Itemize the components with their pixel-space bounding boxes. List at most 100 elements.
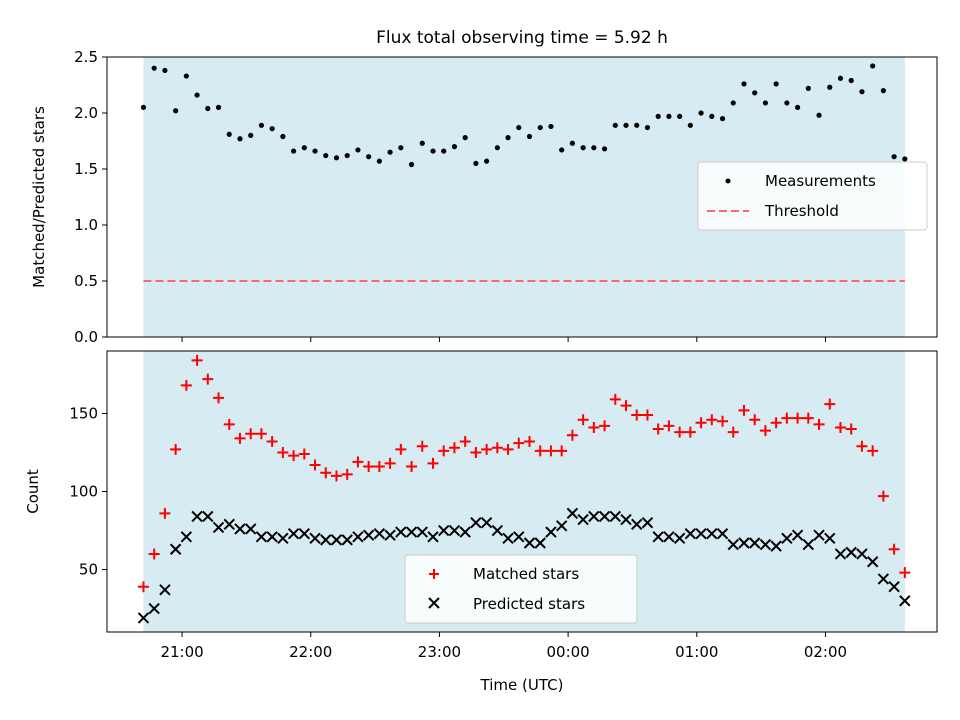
bottom-legend: Matched stars Predicted stars — [404, 554, 638, 624]
predicted-star-point — [899, 595, 911, 607]
top-ytick-label: 1.5 — [74, 160, 98, 178]
matched-star-point — [663, 420, 675, 432]
predicted-star-point — [438, 524, 450, 537]
measurement-point — [226, 131, 232, 137]
predicted-stars-points — [137, 507, 911, 624]
bottom-x-axis: 21:00 22:00 23:00 00:00 01:00 02:00 — [160, 632, 847, 661]
measurement-point — [773, 81, 779, 87]
matched-star-point — [395, 443, 407, 455]
matched-star-point — [566, 429, 578, 441]
matched-star-point — [202, 373, 214, 385]
matched-star-point — [888, 543, 900, 555]
matched-star-point — [556, 445, 568, 457]
predicted-star-point — [480, 517, 493, 529]
measurement-point — [505, 135, 511, 141]
predicted-star-point — [598, 510, 611, 523]
matched-star-point — [802, 412, 814, 424]
matched-star-point — [245, 428, 257, 440]
matched-star-point — [159, 507, 171, 519]
matched-star-point — [416, 440, 428, 452]
matched-stars-points — [137, 354, 911, 593]
predicted-star-point — [824, 532, 836, 545]
measurement-point — [870, 63, 876, 69]
predicted-star-point — [180, 531, 193, 543]
measurement-point — [269, 126, 275, 132]
measurement-point — [902, 156, 908, 162]
top-ytick-label: 0.0 — [74, 328, 98, 346]
matched-star-point — [717, 415, 729, 427]
measurement-point — [376, 158, 382, 164]
top-ytick-label: 2.0 — [74, 104, 98, 122]
predicted-star-point — [566, 507, 579, 520]
legend-predicted-label: Predicted stars — [473, 595, 585, 613]
measurement-point — [580, 145, 586, 151]
top-y-axis-label: Matched/Predicted stars — [30, 106, 48, 288]
measurement-point — [516, 124, 522, 131]
matched-star-point — [470, 446, 482, 458]
measurement-point — [709, 113, 715, 119]
predicted-star-point — [738, 537, 750, 549]
measurement-point — [451, 144, 458, 150]
measurement-point — [848, 77, 854, 84]
predicted-star-point — [362, 529, 375, 541]
matched-star-point — [170, 443, 182, 455]
measurement-point — [494, 145, 500, 151]
matched-star-point — [599, 420, 611, 432]
measurement-point — [794, 104, 801, 110]
predicted-star-point — [727, 538, 739, 551]
legend-measurements-label: Measurements — [765, 172, 876, 190]
bottom-legend-box — [404, 554, 638, 624]
measurement-point — [859, 89, 865, 95]
measurement-point — [484, 158, 490, 164]
measurement-point — [687, 122, 693, 128]
measurement-point — [441, 148, 447, 154]
predicted-star-point — [834, 548, 847, 560]
predicted-star-point — [502, 532, 514, 545]
matched-star-point — [406, 461, 418, 473]
measurement-point — [784, 100, 790, 106]
top-panel: 0.0 0.5 1.0 1.5 2.0 2.5 Matched/Predicted sta… — [30, 48, 938, 346]
matched-star-point — [824, 398, 836, 410]
measurement-points — [140, 63, 908, 168]
measurement-point — [430, 148, 436, 154]
measurement-point — [698, 110, 704, 116]
predicted-star-point — [287, 527, 300, 540]
predicted-star-point — [513, 531, 525, 543]
matched-star-point — [759, 425, 771, 437]
predicted-star-point — [877, 573, 890, 585]
measurement-point — [323, 152, 329, 159]
matched-star-point — [180, 379, 192, 391]
predicted-star-point — [673, 532, 686, 545]
legend-matched-marker — [429, 569, 439, 579]
measurement-point — [215, 104, 222, 110]
top-ytick-label: 0.5 — [74, 272, 98, 290]
predicted-star-point — [320, 534, 332, 546]
matched-star-point — [524, 436, 536, 448]
predicted-star-point — [427, 531, 439, 543]
measurement-point — [559, 147, 565, 153]
measurement-point — [741, 81, 747, 87]
matched-star-point — [770, 417, 782, 429]
matched-star-point — [502, 443, 514, 455]
matched-star-point — [363, 461, 375, 473]
bottom-ytick-label: 100 — [69, 483, 98, 501]
measurement-point — [366, 154, 372, 160]
predicted-star-point — [137, 612, 150, 624]
matched-star-point — [137, 581, 149, 593]
matched-star-point — [792, 412, 804, 424]
matched-star-point — [459, 436, 471, 448]
matched-star-point — [277, 446, 289, 458]
measurement-point — [548, 123, 554, 130]
matched-star-point — [148, 548, 160, 560]
matched-star-point — [213, 392, 225, 404]
measurement-point — [290, 148, 297, 154]
measurement-point — [805, 85, 811, 91]
measurement-point — [891, 154, 897, 160]
top-legend: Measurements Threshold — [697, 161, 928, 231]
predicted-star-point — [609, 510, 622, 523]
matched-star-point — [834, 421, 846, 433]
matched-star-point — [191, 354, 203, 366]
matched-star-point — [330, 470, 342, 482]
matched-star-point — [749, 414, 761, 426]
